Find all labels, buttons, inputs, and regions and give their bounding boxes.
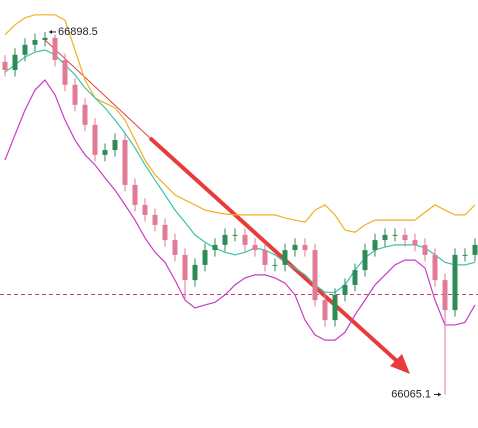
candle-body: [262, 250, 268, 265]
candle-body: [382, 234, 388, 241]
candle-body: [422, 244, 428, 255]
candle-body: [402, 234, 408, 241]
candle-body: [302, 244, 308, 251]
candle-body: [102, 150, 108, 155]
candle-body: [72, 84, 78, 105]
candle-body: [362, 250, 368, 271]
candle-body: [242, 234, 248, 245]
candle-body: [152, 214, 158, 225]
candle-body: [92, 124, 98, 155]
candle-body: [202, 250, 208, 265]
low-label: 66065.1: [391, 388, 431, 400]
annotation-arrow-head: [49, 29, 52, 34]
candle-body: [212, 244, 218, 251]
candle-body: [462, 254, 468, 256]
candle-body: [162, 224, 168, 241]
candle-body: [412, 240, 418, 245]
candle-body: [282, 250, 288, 265]
candle-body: [352, 270, 358, 285]
candle-body: [292, 244, 298, 251]
candle-body: [52, 37, 58, 61]
candle-body: [132, 184, 138, 205]
high-label: 66898.5: [58, 26, 98, 38]
candle-body: [112, 140, 118, 151]
candle-body: [32, 40, 38, 45]
candle-body: [142, 204, 148, 215]
candle-body: [372, 240, 378, 251]
candle-body: [442, 280, 448, 311]
candle-body: [392, 234, 398, 236]
candle-body: [252, 244, 258, 251]
candle-body: [312, 250, 318, 301]
trend-line-thin: [44, 39, 151, 139]
candle-body: [22, 44, 28, 55]
candle-body: [82, 104, 88, 125]
candle-body: [322, 300, 328, 321]
candle-body: [432, 254, 438, 281]
band-line: [4, 14, 476, 233]
candle-body: [2, 61, 8, 71]
candle-body: [182, 254, 188, 281]
candle-body: [192, 264, 198, 281]
candle-body: [62, 60, 68, 85]
candle-body: [232, 234, 238, 236]
annotation-arrow-head: [438, 392, 441, 397]
candle-body: [42, 37, 48, 41]
band-line: [4, 79, 476, 341]
candle-body: [122, 140, 128, 185]
candle-body: [472, 244, 478, 255]
band-line: [4, 49, 476, 293]
candle-body: [272, 264, 278, 266]
candle-body: [342, 284, 348, 295]
candle-body: [12, 54, 18, 71]
candle-body: [332, 294, 338, 321]
arrow-head: [390, 354, 410, 374]
trend-arrow: [148, 136, 400, 364]
candle-body: [222, 234, 228, 245]
candle-body: [172, 240, 178, 255]
candle-body: [452, 254, 458, 311]
